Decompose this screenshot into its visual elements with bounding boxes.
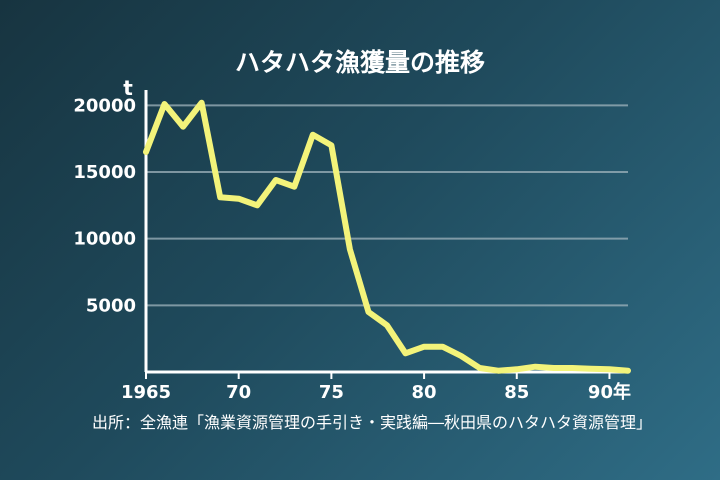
data-point <box>551 365 557 371</box>
data-point <box>440 344 446 350</box>
data-point <box>625 368 631 374</box>
data-point <box>365 309 371 315</box>
data-point <box>254 202 260 208</box>
data-point <box>199 100 205 106</box>
x-tick-label: 80 <box>412 382 437 403</box>
data-point <box>569 365 575 371</box>
data-point <box>495 368 501 374</box>
data-point <box>347 246 353 252</box>
data-point <box>588 366 594 372</box>
y-tick-label: 20000 <box>73 95 136 116</box>
chart-title: ハタハタ漁獲量の推移 <box>235 48 485 77</box>
x-tick-label: 85 <box>504 382 529 403</box>
data-point <box>532 364 538 370</box>
x-tick-label: 1965 <box>121 382 171 403</box>
data-point <box>384 322 390 328</box>
x-tick-labels: 1965 70 75 80 85 90年 <box>121 381 631 403</box>
series-group <box>143 99 631 374</box>
series-line <box>143 99 631 374</box>
data-point <box>403 350 409 356</box>
data-point <box>477 365 483 371</box>
x-tick-label: 75 <box>319 382 344 403</box>
data-point <box>291 184 297 190</box>
data-point <box>236 196 242 202</box>
data-point <box>273 177 279 183</box>
y-tick-label: 5000 <box>86 295 136 316</box>
data-point <box>514 366 520 372</box>
data-point <box>421 344 427 350</box>
data-point <box>217 194 223 200</box>
data-point <box>143 149 149 155</box>
y-tick-label: 10000 <box>73 229 136 250</box>
data-point <box>458 353 464 359</box>
data-point <box>180 124 186 130</box>
x-tick-label: 90年 <box>588 381 631 403</box>
data-point <box>606 366 612 372</box>
data-point <box>162 101 168 107</box>
data-point <box>310 132 316 138</box>
y-axis-unit-label: t <box>123 76 133 100</box>
grid-lines <box>146 104 628 307</box>
axes <box>144 90 628 379</box>
x-tick-label: 70 <box>226 382 251 403</box>
y-tick-label: 15000 <box>73 162 136 183</box>
y-tick-labels: 5000 10000 15000 20000 <box>73 95 136 316</box>
data-point <box>328 142 334 148</box>
source-note: 出所：全漁連「漁業資源管理の手引き・実践編―秋田県のハタハタ資源管理」 <box>92 413 652 432</box>
